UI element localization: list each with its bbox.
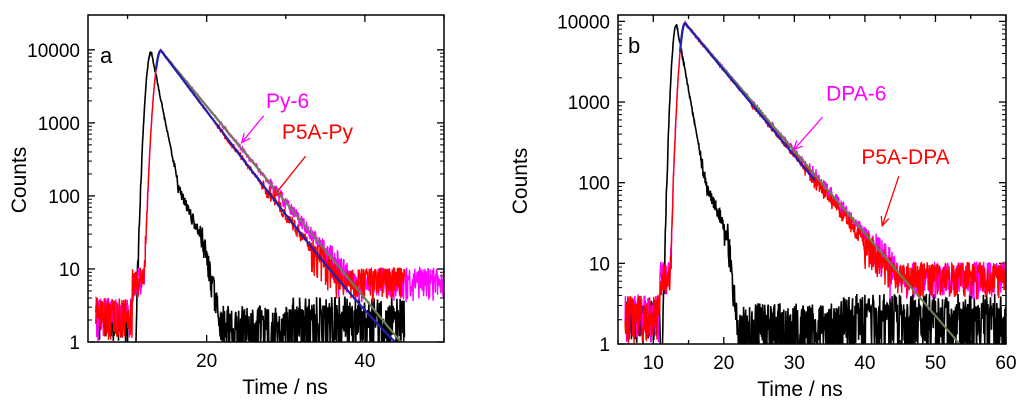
series-annotation-label: DPA-6 [826, 82, 886, 105]
x-axis-label-a: Time / ns [242, 376, 328, 399]
y-axis-label-a: Counts [8, 147, 31, 214]
chart-panel-b: Counts Time / ns 1 10 100 1000 10000 10 20 30 4… [509, 12, 1017, 401]
y-tick-label-a: 10000 [27, 41, 80, 62]
panel-label-a: a [100, 43, 113, 68]
annotation-arrow [883, 176, 900, 225]
plot-frame-a [87, 14, 445, 343]
fit-line-p5a-dpa [679, 21, 816, 182]
series-annotation-label: P5A-DPA [861, 146, 949, 169]
annotation-arrow [242, 115, 265, 142]
annotations-b: DPA-6 P5A-DPA [794, 82, 950, 225]
y-tick-label-a: 1000 [38, 114, 80, 135]
fit-line-p5a-py [154, 49, 397, 342]
y-tick-label-b: 100 [578, 174, 610, 195]
data-trace-p5a-dpa [624, 19, 1006, 344]
x-tick-label-b: 20 [713, 353, 734, 374]
y-tick-label-a: 10 [59, 260, 80, 281]
irf-trace-a [95, 50, 406, 342]
y-tick-label-b: 10000 [557, 12, 610, 33]
y-tick-label-a: 100 [48, 187, 80, 208]
fit-line-dpa-6 [679, 21, 962, 344]
plot-area-b [624, 19, 1006, 344]
plot-frame-b [617, 14, 1007, 345]
annotations-a: Py-6 P5A-Py [242, 90, 354, 196]
x-ticks-a: 20 40 [126, 15, 445, 372]
y-tick-label-b: 10 [589, 254, 610, 275]
annotation-arrow [274, 155, 307, 196]
x-axis-label-b: Time / ns [757, 378, 843, 401]
y-tick-label-b: 1000 [568, 93, 610, 114]
x-tick-label-a: 40 [354, 351, 375, 372]
y-tick-label-b: 1 [599, 335, 610, 356]
x-tick-label-b: 50 [925, 353, 946, 374]
x-tick-label-b: 10 [643, 353, 664, 374]
y-axis-label-b: Counts [509, 148, 532, 215]
y-ticks-a: 1 10 100 1000 10000 [27, 41, 444, 354]
x-tick-label-b: 30 [784, 353, 805, 374]
series-annotation-label: Py-6 [266, 90, 309, 113]
x-tick-label-a: 20 [196, 351, 217, 372]
x-tick-label-b: 40 [854, 353, 875, 374]
y-tick-label-a: 1 [69, 333, 80, 354]
x-tick-label-b: 60 [995, 353, 1016, 374]
annotation-arrow [794, 116, 824, 149]
series-annotation-label: P5A-Py [282, 121, 354, 144]
irf-trace-b [624, 23, 1006, 344]
panel-label-b: b [628, 33, 640, 58]
